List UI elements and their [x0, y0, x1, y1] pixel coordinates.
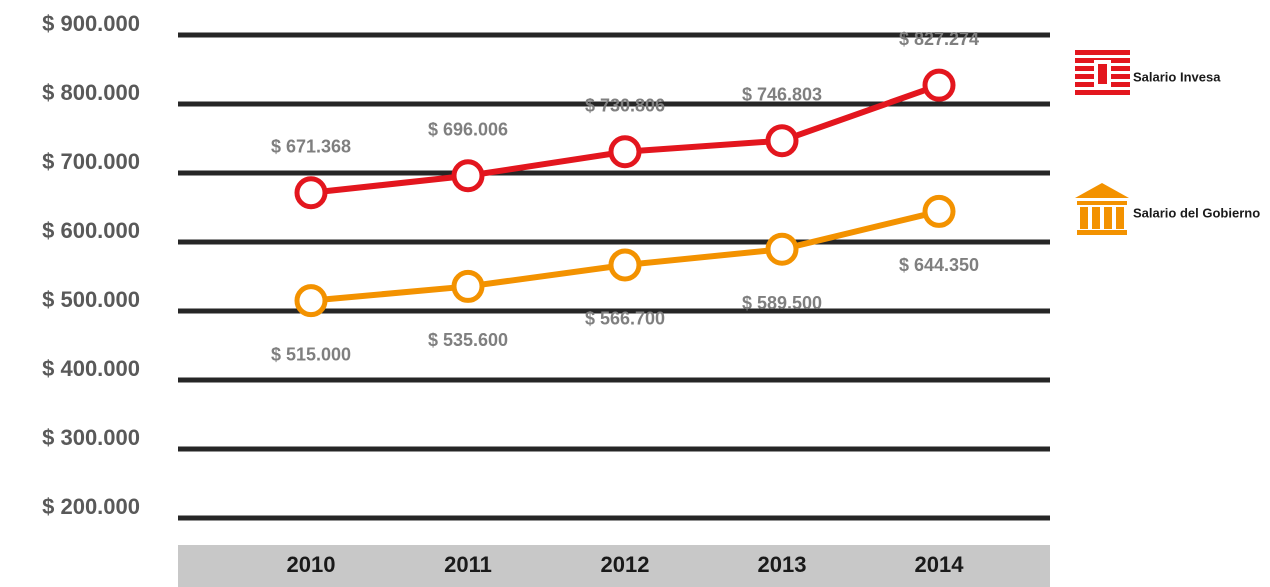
data-label: $ 589.500	[742, 293, 822, 313]
data-point	[608, 248, 642, 282]
legend-label: Salario Invesa	[1133, 69, 1221, 84]
data-point	[765, 232, 799, 266]
data-point	[765, 124, 799, 158]
data-label: $ 515.000	[271, 344, 351, 364]
data-point	[608, 135, 642, 169]
data-point	[922, 68, 956, 102]
y-tick-label: $ 300.000	[42, 425, 140, 450]
data-label: $ 671.368	[271, 137, 351, 157]
data-point	[294, 176, 328, 210]
legend-label: Salario del Gobierno	[1133, 205, 1260, 220]
data-label: $ 730.806	[585, 95, 665, 115]
data-label: $ 746.803	[742, 84, 822, 104]
category-band	[178, 545, 1050, 587]
x-tick-label: 2013	[758, 552, 807, 577]
y-tick-label: $ 800.000	[42, 80, 140, 105]
data-point	[922, 194, 956, 228]
y-tick-label: $ 900.000	[42, 11, 140, 36]
x-tick-label: 2014	[915, 552, 965, 577]
y-tick-label: $ 700.000	[42, 149, 140, 174]
y-tick-label: $ 200.000	[42, 494, 140, 519]
data-label: $ 827.274	[899, 29, 979, 49]
data-label: $ 566.700	[585, 309, 665, 329]
data-label: $ 644.350	[899, 255, 979, 275]
data-point	[294, 284, 328, 318]
x-tick-label: 2010	[287, 552, 336, 577]
x-tick-label: 2012	[601, 552, 650, 577]
x-tick-label: 2011	[444, 552, 492, 577]
legend-icon-gobierno	[1075, 183, 1129, 235]
data-point	[451, 269, 485, 303]
data-label: $ 535.600	[428, 330, 508, 350]
y-tick-label: $ 600.000	[42, 218, 140, 243]
y-tick-label: $ 400.000	[42, 356, 140, 381]
data-label: $ 696.006	[428, 120, 508, 140]
y-tick-label: $ 500.000	[42, 287, 140, 312]
data-point	[451, 159, 485, 193]
legend-icon-invesa	[1075, 50, 1130, 95]
